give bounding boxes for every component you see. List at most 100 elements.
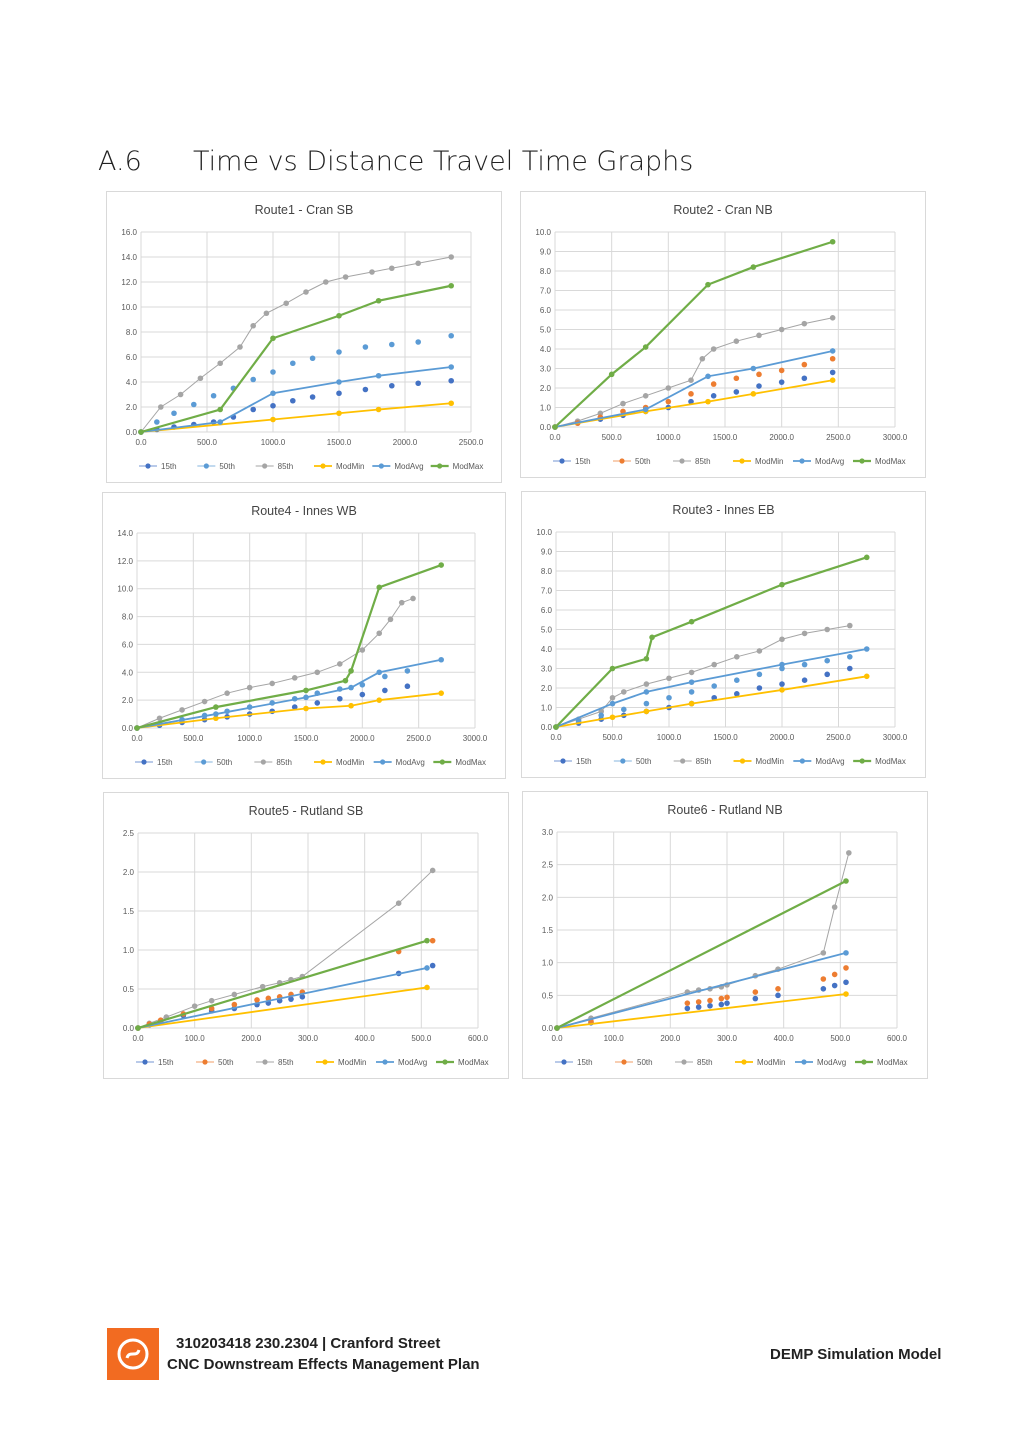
series-modmax <box>135 937 430 1031</box>
x-tick-label: 1500.0 <box>327 438 352 447</box>
series-85th <box>554 850 852 1031</box>
legend-label: ModMax <box>875 757 906 766</box>
x-tick-label: 300.0 <box>717 1034 738 1043</box>
data-point <box>863 646 870 652</box>
data-point <box>829 369 836 376</box>
data-point <box>288 996 294 1002</box>
y-tick-label: 3.0 <box>540 365 552 374</box>
legend-entry: 50th <box>194 758 232 767</box>
y-tick-label: 10.0 <box>536 528 552 537</box>
data-point <box>750 264 757 270</box>
data-point <box>448 254 455 260</box>
legend-entry: ModAvg <box>793 457 844 466</box>
data-point <box>801 661 808 668</box>
chart-svg: Route1 - Cran SB 0.0 2.0 4.0 6.0 8.0 10.0 12.0 1… <box>121 203 484 471</box>
data-point <box>779 687 785 693</box>
data-point <box>231 1001 238 1008</box>
x-tick-label: 1500.0 <box>713 733 738 742</box>
data-point <box>303 289 309 295</box>
data-point <box>829 355 836 362</box>
data-point <box>552 424 558 430</box>
series-15th <box>554 979 849 1031</box>
legend-label: ModMax <box>877 1058 908 1067</box>
data-point <box>847 622 853 629</box>
x-tick-label: 1000.0 <box>261 438 286 447</box>
data-point <box>688 391 694 397</box>
data-point <box>724 1000 730 1006</box>
x-tick-label: 0.0 <box>549 433 561 442</box>
legend-entry: ModAvg <box>376 1058 427 1067</box>
legend-swatch-marker <box>741 1059 747 1065</box>
legend-entry: ModMin <box>735 1058 785 1067</box>
x-tick-label: 0.0 <box>131 734 143 743</box>
x-tick-label: 500.0 <box>197 438 218 447</box>
data-point <box>847 665 853 672</box>
y-tick-label: 0.0 <box>541 723 553 732</box>
series-line <box>137 939 428 1030</box>
legend-entry: 85th <box>673 757 712 766</box>
data-point <box>323 279 329 285</box>
data-point <box>375 406 382 413</box>
data-point <box>415 380 422 387</box>
data-point <box>398 599 405 606</box>
legend-label: ModAvg <box>396 758 425 767</box>
data-point <box>336 410 342 417</box>
legend-label: 85th <box>696 757 712 766</box>
legend-swatch-marker <box>621 1059 627 1065</box>
legend-label: ModMax <box>455 758 486 767</box>
x-tick-label: 2000.0 <box>769 433 794 442</box>
data-point <box>621 706 627 713</box>
y-tick-label: 6.0 <box>541 606 553 615</box>
data-point <box>429 867 436 874</box>
legend-swatch-marker <box>739 458 745 464</box>
footer-document-title: DEMP Simulation Model <box>770 1346 942 1363</box>
chart-panel-route1: Route1 - Cran SB 0.0 2.0 4.0 6.0 8.0 10.0 12.0 1… <box>106 191 502 483</box>
data-point <box>688 377 694 383</box>
chart-svg: Route3 - Innes EB 0.0 1.0 2.0 3.0 4.0 5.0 6.0 7.… <box>536 503 907 766</box>
data-point <box>734 691 740 697</box>
series-modmax <box>553 554 870 730</box>
data-point <box>779 681 785 687</box>
x-tick-label: 600.0 <box>887 1034 908 1043</box>
data-point <box>666 675 672 682</box>
data-point <box>309 355 316 362</box>
data-point <box>303 694 309 701</box>
data-point <box>337 695 343 702</box>
y-tick-label: 14.0 <box>117 529 133 538</box>
data-point <box>290 360 296 367</box>
legend-swatch-marker <box>679 458 685 464</box>
data-point <box>733 389 740 395</box>
data-point <box>801 630 808 637</box>
x-tick-label: 400.0 <box>355 1034 376 1043</box>
legend-label: ModMin <box>755 457 783 466</box>
data-point <box>404 668 411 674</box>
data-point <box>291 704 298 710</box>
legend-swatch-marker <box>320 463 326 469</box>
x-tick-label: 0.0 <box>132 1034 144 1043</box>
data-point <box>213 715 219 722</box>
legend-swatch-marker <box>560 758 566 764</box>
data-point <box>684 1000 691 1006</box>
x-tick-label: 2500.0 <box>459 438 484 447</box>
data-point <box>801 320 808 327</box>
series-modmin <box>552 377 836 430</box>
legend-swatch-marker <box>378 463 384 469</box>
data-point <box>303 687 309 694</box>
data-point <box>734 677 740 683</box>
data-point <box>695 1004 702 1010</box>
series-line <box>140 256 452 433</box>
data-point <box>688 618 695 625</box>
legend-entry: 50th <box>197 462 235 471</box>
data-point <box>824 626 830 633</box>
data-point <box>863 673 870 680</box>
legend-swatch-marker <box>382 1059 388 1065</box>
data-point <box>756 648 763 654</box>
y-tick-label: 2.0 <box>126 403 138 412</box>
data-point <box>688 700 695 707</box>
y-tick-label: 0.0 <box>542 1024 554 1033</box>
data-point <box>404 683 411 690</box>
y-tick-label: 12.0 <box>117 557 133 566</box>
logo-icon <box>117 1338 149 1370</box>
company-logo <box>107 1328 159 1380</box>
legend-entry: 15th <box>553 457 591 466</box>
